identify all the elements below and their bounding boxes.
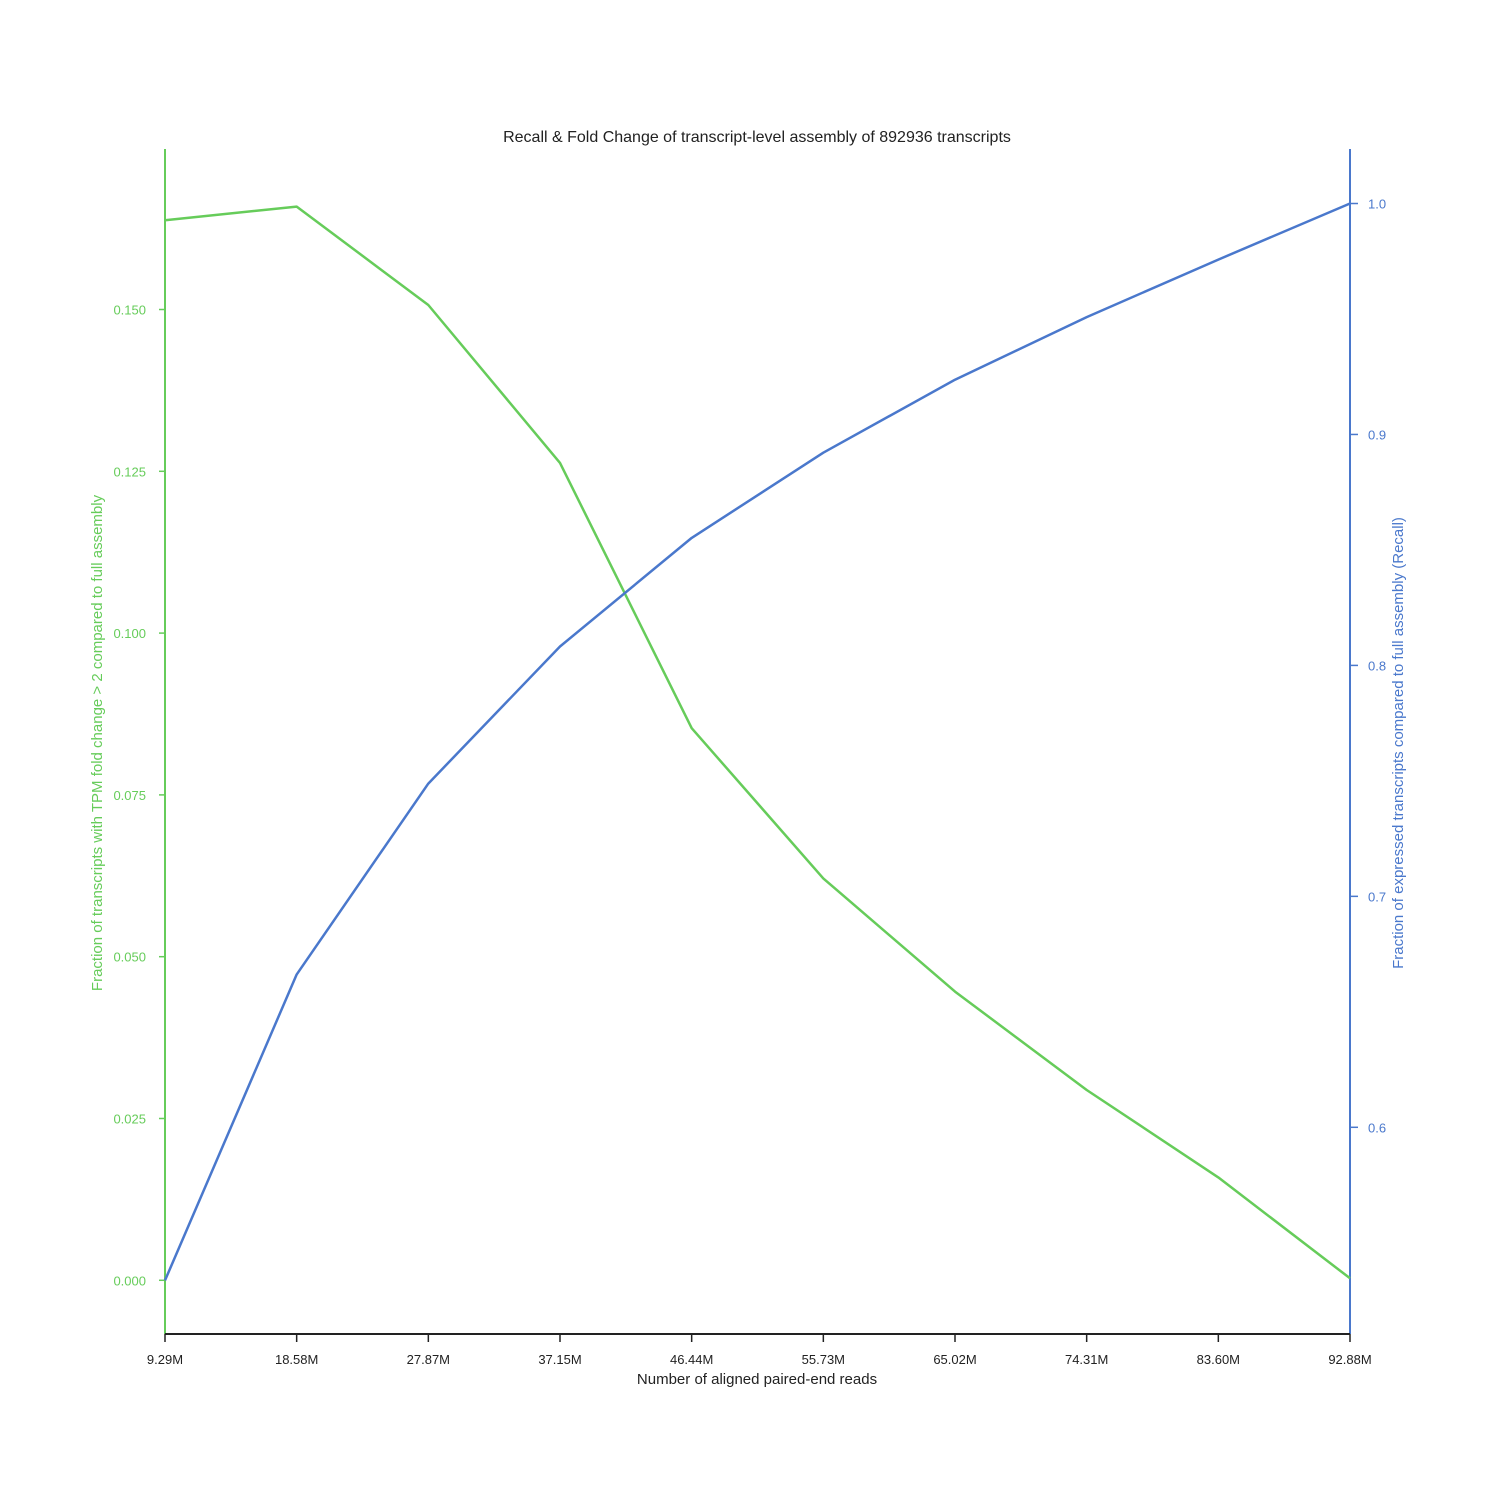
x-axis-tick-label: 55.73M <box>802 1352 845 1367</box>
left-axis-tick-label: 0.100 <box>113 626 146 641</box>
x-axis-tick-label: 92.88M <box>1328 1352 1371 1367</box>
right-axis-tick-label: 0.6 <box>1368 1120 1386 1135</box>
right-axis-tick-label: 0.9 <box>1368 427 1386 442</box>
right-axis-title: Fraction of expressed transcripts compar… <box>1390 517 1407 969</box>
axes: 0.000 0.025 0.050 0.075 0.100 0.125 0.150 0.6 0.… <box>113 149 1386 1367</box>
right-series-line <box>163 202 1351 1281</box>
x-axis-tick-label: 27.87M <box>407 1352 450 1367</box>
chart-title: Recall & Fold Change of transcript-level… <box>503 129 1011 146</box>
left-axis-tick-label: 0.125 <box>113 464 146 479</box>
x-axis-tick-label: 74.31M <box>1065 1352 1108 1367</box>
series-group <box>163 202 1351 1281</box>
left-axis-tick-label: 0.150 <box>113 303 146 318</box>
left-axis-tick-label: 0.000 <box>113 1273 146 1288</box>
left-axis-tick-label: 0.075 <box>113 788 146 803</box>
left-axis-tick-label: 0.025 <box>113 1111 146 1126</box>
left-series-line <box>164 205 1351 1280</box>
x-axis-tick-label: 46.44M <box>670 1352 713 1367</box>
x-axis-tick-label: 18.58M <box>275 1352 318 1367</box>
x-axis-tick-label: 65.02M <box>933 1352 976 1367</box>
right-axis-tick-label: 1.0 <box>1368 197 1386 212</box>
right-axis-tick-label: 0.8 <box>1368 658 1386 673</box>
right-axis-tick-label: 0.7 <box>1368 889 1386 904</box>
x-axis-tick-label: 83.60M <box>1197 1352 1240 1367</box>
left-axis-title: Fraction of transcripts with TPM fold ch… <box>89 494 106 991</box>
x-axis-title: Number of aligned paired-end reads <box>637 1371 877 1388</box>
x-axis-tick-label: 37.15M <box>538 1352 581 1367</box>
left-axis-tick-label: 0.050 <box>113 950 146 965</box>
x-axis-tick-label: 9.29M <box>147 1352 183 1367</box>
